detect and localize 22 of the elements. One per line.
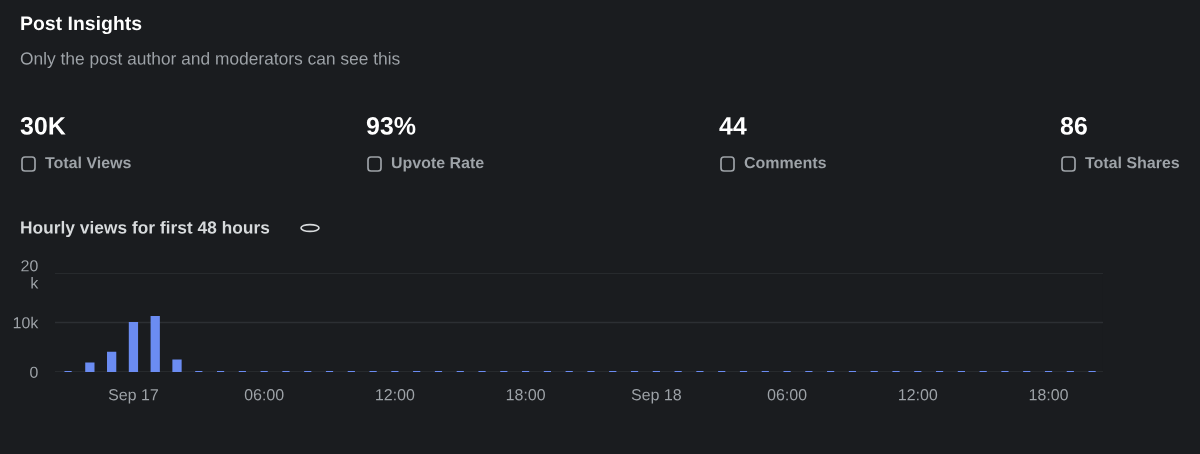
text: Comments: [744, 156, 826, 169]
text: Upvote Rate: [391, 157, 484, 172]
x-tick-label: 12:00: [376, 389, 415, 401]
chart-title: Hourly views for first 48 hours: [21, 220, 270, 238]
text: 86: [1060, 117, 1087, 135]
text: Total Shares: [1085, 156, 1180, 169]
text: 30K: [20, 117, 66, 135]
text: 93%: [366, 117, 416, 135]
x-tick-label: 06:00: [767, 389, 807, 401]
text: Total Views: [45, 156, 131, 169]
y-tick-label: 0: [30, 366, 38, 378]
text: Post Insights: [21, 15, 142, 35]
x-tick-label: 06:00: [244, 389, 284, 401]
x-tick-label: 12:00: [899, 389, 938, 401]
y-tick-label: 20 k: [21, 260, 39, 289]
x-tick-label: Sep 17: [108, 389, 158, 404]
x-tick-label: Sep 18: [631, 389, 681, 404]
text: Only the post author and moderators can see this: [20, 51, 400, 69]
x-tick-label: 18:00: [1029, 389, 1068, 401]
text: 44: [719, 117, 747, 135]
y-tick-label: 10k: [13, 316, 39, 329]
x-tick-label: 18:00: [506, 389, 545, 401]
